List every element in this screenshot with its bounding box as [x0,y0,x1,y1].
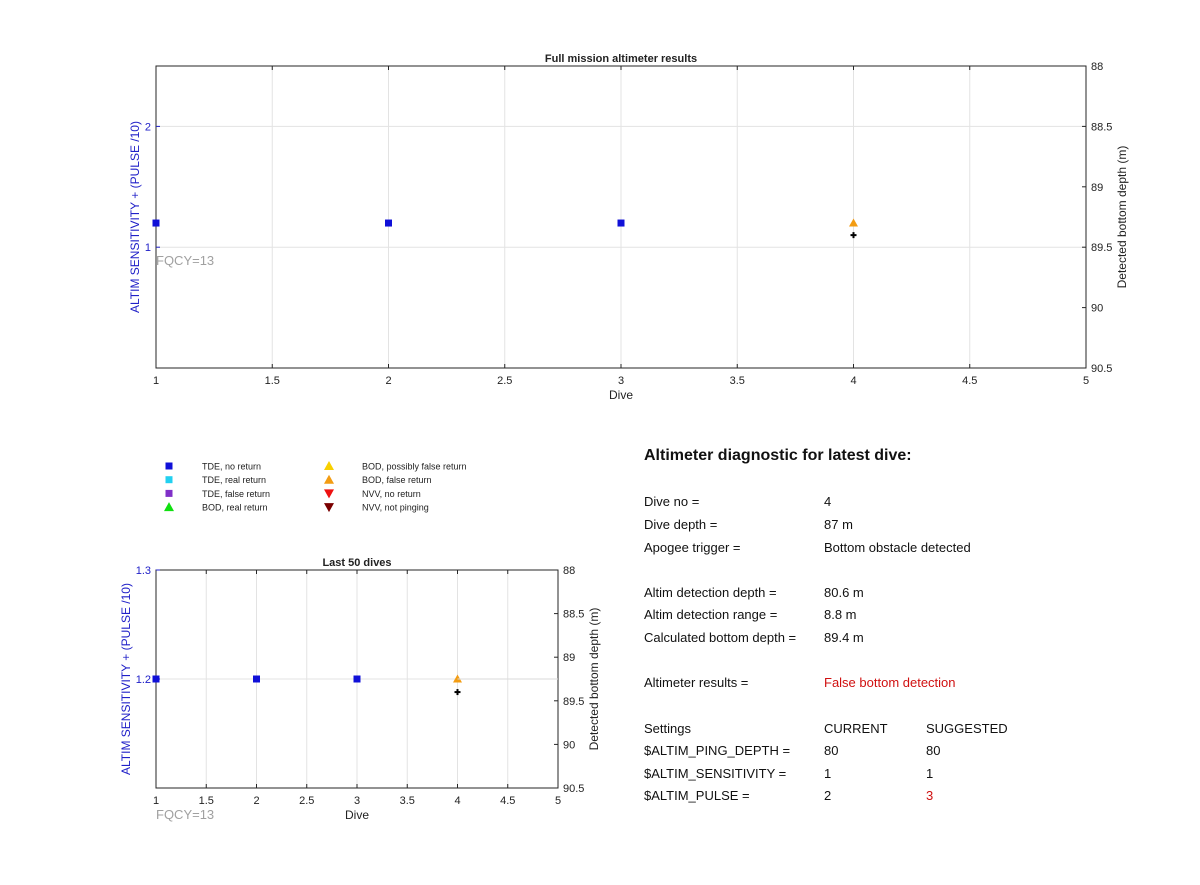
setting-suggested: 1 [926,766,934,781]
dive-depth-value: 87 m [824,517,853,532]
depth-point [850,232,857,239]
altimeter-results-label: Altimeter results = [644,675,749,690]
y-left-axis-label: ALTIM SENSITIVITY + (PULSE /10) [119,583,133,775]
altimeter-results-value: False bottom detection [824,675,956,690]
fqcy-annotation: FQCY=13 [156,253,214,268]
setting-suggested: 3 [926,788,934,803]
tde-no-return-point [385,219,392,227]
legend-marker [165,462,173,470]
x-tick-label: 4.5 [500,795,515,807]
settings-header: Settings [644,721,691,736]
y-right-tick-label: 89.5 [563,696,584,708]
legend-label: BOD, possibly false return [362,462,467,472]
x-tick-label: 2.5 [497,375,512,387]
y-right-tick-label: 89 [1091,182,1103,194]
legend-marker [324,461,334,470]
y-right-tick-label: 88 [1091,61,1103,73]
tde-no-return-point [617,219,625,227]
setting-name: $ALTIM_PULSE = [644,788,750,803]
apogee-trigger-value: Bottom obstacle detected [824,540,971,555]
legend-label: TDE, no return [202,462,261,472]
y-right-axis-label: Detected bottom depth (m) [587,608,601,751]
y-left-tick-label: 1 [145,242,151,254]
legend-label: TDE, false return [202,489,270,499]
y-right-tick-label: 88.5 [563,609,584,621]
x-axis-label: Dive [609,388,633,402]
legend-marker [324,503,334,513]
current-header: CURRENT [824,721,888,736]
x-tick-label: 3.5 [400,795,415,807]
x-tick-label: 5 [555,795,561,807]
y-right-tick-label: 90 [1091,303,1103,315]
setting-name: $ALTIM_PING_DEPTH = [644,743,791,758]
y-left-axis-label: ALTIM SENSITIVITY + (PULSE /10) [128,121,142,313]
legend-marker [324,474,334,484]
legend-marker [164,502,174,512]
x-tick-label: 3 [354,795,360,807]
dive-no-value: 4 [824,494,832,509]
bod-false-return-point [849,218,858,227]
y-left-tick-label: 1.2 [136,674,151,686]
x-tick-label: 1 [153,375,159,387]
fqcy-annotation: FQCY=13 [156,807,214,822]
tde-no-return-point [253,675,260,683]
legend-label: BOD, real return [202,503,268,513]
legend-label: NVV, no return [362,489,421,499]
x-tick-label: 2.5 [299,795,314,807]
chart-title: Full mission altimeter results [545,53,697,65]
detection-range-label: Altim detection range = [644,607,778,622]
x-tick-label: 3.5 [730,375,745,387]
chart-title: Last 50 dives [322,557,391,569]
y-left-tick-label: 2 [145,121,151,133]
tde-no-return-point [152,219,160,227]
x-tick-label: 4 [850,375,856,387]
setting-current: 2 [824,788,832,803]
bottom-depth-label: Calculated bottom depth = [644,630,797,645]
y-right-tick-label: 90 [563,739,575,751]
diagnostic-title: Altimeter diagnostic for latest dive: [644,447,912,464]
detection-depth-label: Altim detection depth = [644,585,777,600]
y-right-tick-label: 89.5 [1091,242,1112,254]
legend-marker [165,476,173,484]
setting-current: 80 [824,743,839,758]
x-tick-label: 1.5 [199,795,214,807]
x-tick-label: 4.5 [962,375,977,387]
suggested-header: SUGGESTED [926,721,1008,736]
depth-point [454,689,461,696]
legend-label: TDE, real return [202,475,266,485]
apogee-trigger-label: Apogee trigger = [644,540,741,555]
setting-current: 1 [824,766,832,781]
x-tick-label: 4 [454,795,460,807]
y-right-tick-label: 88.5 [1091,121,1112,133]
tde-no-return-point [353,675,361,683]
y-right-tick-label: 90.5 [1091,363,1112,375]
y-right-tick-label: 88 [563,565,575,577]
x-tick-label: 2 [385,375,391,387]
x-tick-label: 1.5 [265,375,280,387]
tde-no-return-point [152,675,160,683]
legend-label: NVV, not pinging [362,503,429,513]
x-tick-label: 3 [618,375,624,387]
legend-marker [324,489,334,499]
x-axis-label: Dive [345,808,369,822]
dive-depth-label: Dive depth = [644,517,718,532]
setting-suggested: 80 [926,743,941,758]
y-right-tick-label: 90.5 [563,783,584,795]
y-right-axis-label: Detected bottom depth (m) [1115,146,1129,289]
setting-name: $ALTIM_SENSITIVITY = [644,766,787,781]
x-tick-label: 1 [153,795,159,807]
legend-marker [165,489,173,497]
dive-no-label: Dive no = [644,494,700,509]
y-left-tick-label: 1.3 [136,565,151,577]
y-right-tick-label: 89 [563,652,575,664]
legend-label: BOD, false return [362,475,432,485]
x-tick-label: 2 [253,795,259,807]
detection-range-value: 8.8 m [824,607,857,622]
x-tick-label: 5 [1083,375,1089,387]
detection-depth-value: 80.6 m [824,585,864,600]
bottom-depth-value: 89.4 m [824,630,864,645]
